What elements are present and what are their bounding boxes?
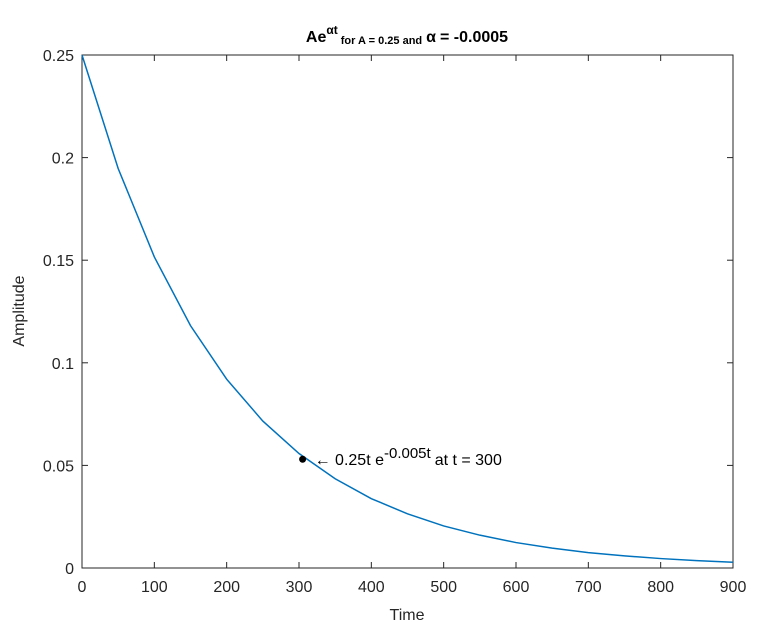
title-part: = -0.0005 — [440, 29, 508, 46]
title-part: α — [426, 29, 436, 46]
y-tick-label: 0.2 — [52, 151, 74, 168]
x-tick-label: 100 — [141, 579, 168, 596]
y-axis-label: Amplitude — [11, 275, 28, 346]
x-tick-label: 600 — [503, 579, 530, 596]
annotation-point — [299, 455, 307, 463]
x-tick-label: 0 — [78, 579, 87, 596]
x-axis-label: Time — [390, 607, 425, 624]
x-tick-label: 400 — [358, 579, 385, 596]
annotation-part: ← 0.25t e — [315, 452, 384, 469]
y-tick-label: 0.15 — [43, 253, 74, 270]
y-tick-label: 0.1 — [52, 356, 74, 373]
x-tick-label: 500 — [430, 579, 457, 596]
y-tick-label: 0.05 — [43, 458, 74, 475]
chart-title: Aeαt for A = 0.25 and α = -0.0005 — [306, 23, 508, 47]
title-part: for A = 0.25 and — [341, 35, 422, 47]
annotation-part: at t = 300 — [435, 452, 502, 469]
x-tick-label: 300 — [286, 579, 313, 596]
x-tick-label: 800 — [647, 579, 674, 596]
x-tick-label: 700 — [575, 579, 602, 596]
annotation-text: ← 0.25t e-0.005t at t = 300 — [315, 445, 502, 469]
title-part: αt — [326, 23, 337, 37]
plot-area — [81, 54, 734, 569]
y-tick-label: 0 — [65, 561, 74, 578]
x-tick-label: 900 — [720, 579, 747, 596]
y-tick-label: 0.25 — [43, 48, 74, 65]
x-tick-label: 200 — [213, 579, 240, 596]
annotation-part: -0.005t — [384, 445, 432, 462]
title-part: Ae — [306, 29, 327, 46]
data-line — [81, 54, 734, 564]
